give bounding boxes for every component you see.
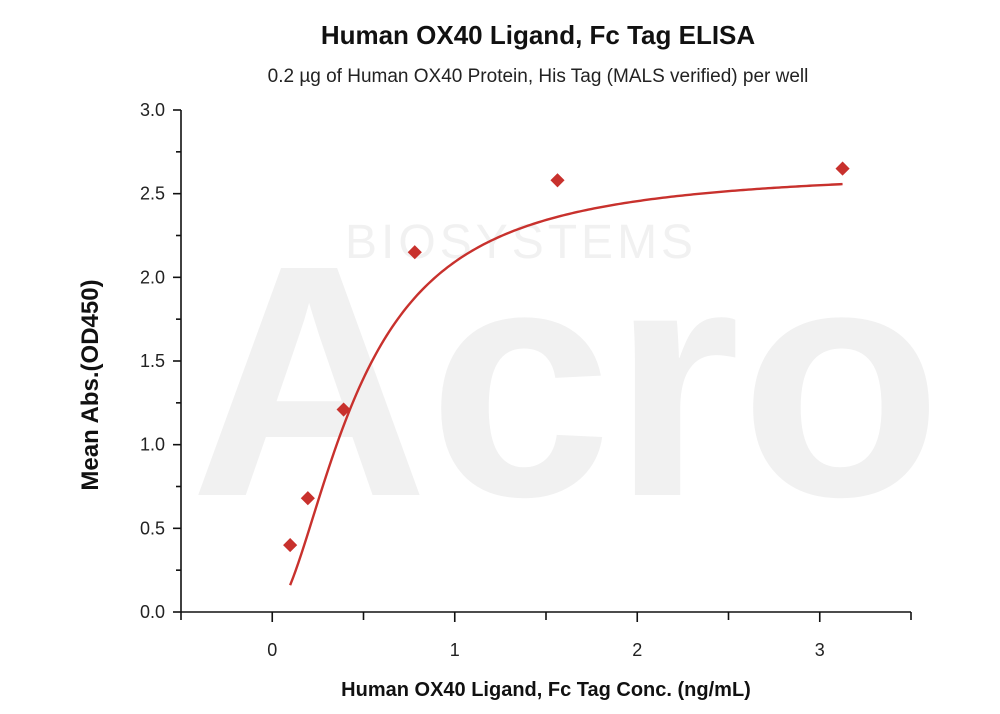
x-axis: 0 1 2 3 (180, 611, 912, 660)
x-tick-label: 0 (267, 640, 277, 660)
y-tick-label: 0.0 (140, 602, 165, 622)
data-point (283, 538, 298, 553)
y-tick-label: 0.5 (140, 518, 165, 538)
y-tick-label: 2.5 (140, 184, 165, 204)
y-axis: 0.0 0.5 1.0 1.5 2.0 2.5 3.0 (140, 100, 182, 622)
x-axis-label: Human OX40 Ligand, Fc Tag Conc. (ng/mL) (341, 679, 751, 701)
data-point (300, 491, 315, 506)
chart-title: Human OX40 Ligand, Fc Tag ELISA (321, 20, 756, 50)
y-tick-label: 1.5 (140, 351, 165, 371)
data-point (336, 402, 351, 417)
data-point (550, 173, 565, 188)
chart-subtitle: 0.2 µg of Human OX40 Protein, His Tag (M… (268, 66, 809, 87)
watermark-logo-text: Acro (190, 196, 942, 565)
watermark-sub-text: BIOSYSTEMS (345, 216, 697, 269)
y-tick-label: 1.0 (140, 435, 165, 455)
data-point (835, 161, 850, 176)
y-axis-label: Mean Abs.(OD450) (77, 279, 104, 490)
data-points-layer (283, 161, 850, 553)
y-tick-label: 2.0 (140, 267, 165, 287)
watermark: BIOSYSTEMS Acro (190, 196, 942, 565)
fit-curve-layer (289, 182, 843, 586)
x-tick-label: 1 (450, 640, 460, 660)
fit-curve (289, 182, 843, 586)
y-tick-label: 3.0 (140, 100, 165, 120)
data-point (407, 245, 422, 260)
x-tick-label: 3 (815, 640, 825, 660)
x-tick-label: 2 (632, 640, 642, 660)
